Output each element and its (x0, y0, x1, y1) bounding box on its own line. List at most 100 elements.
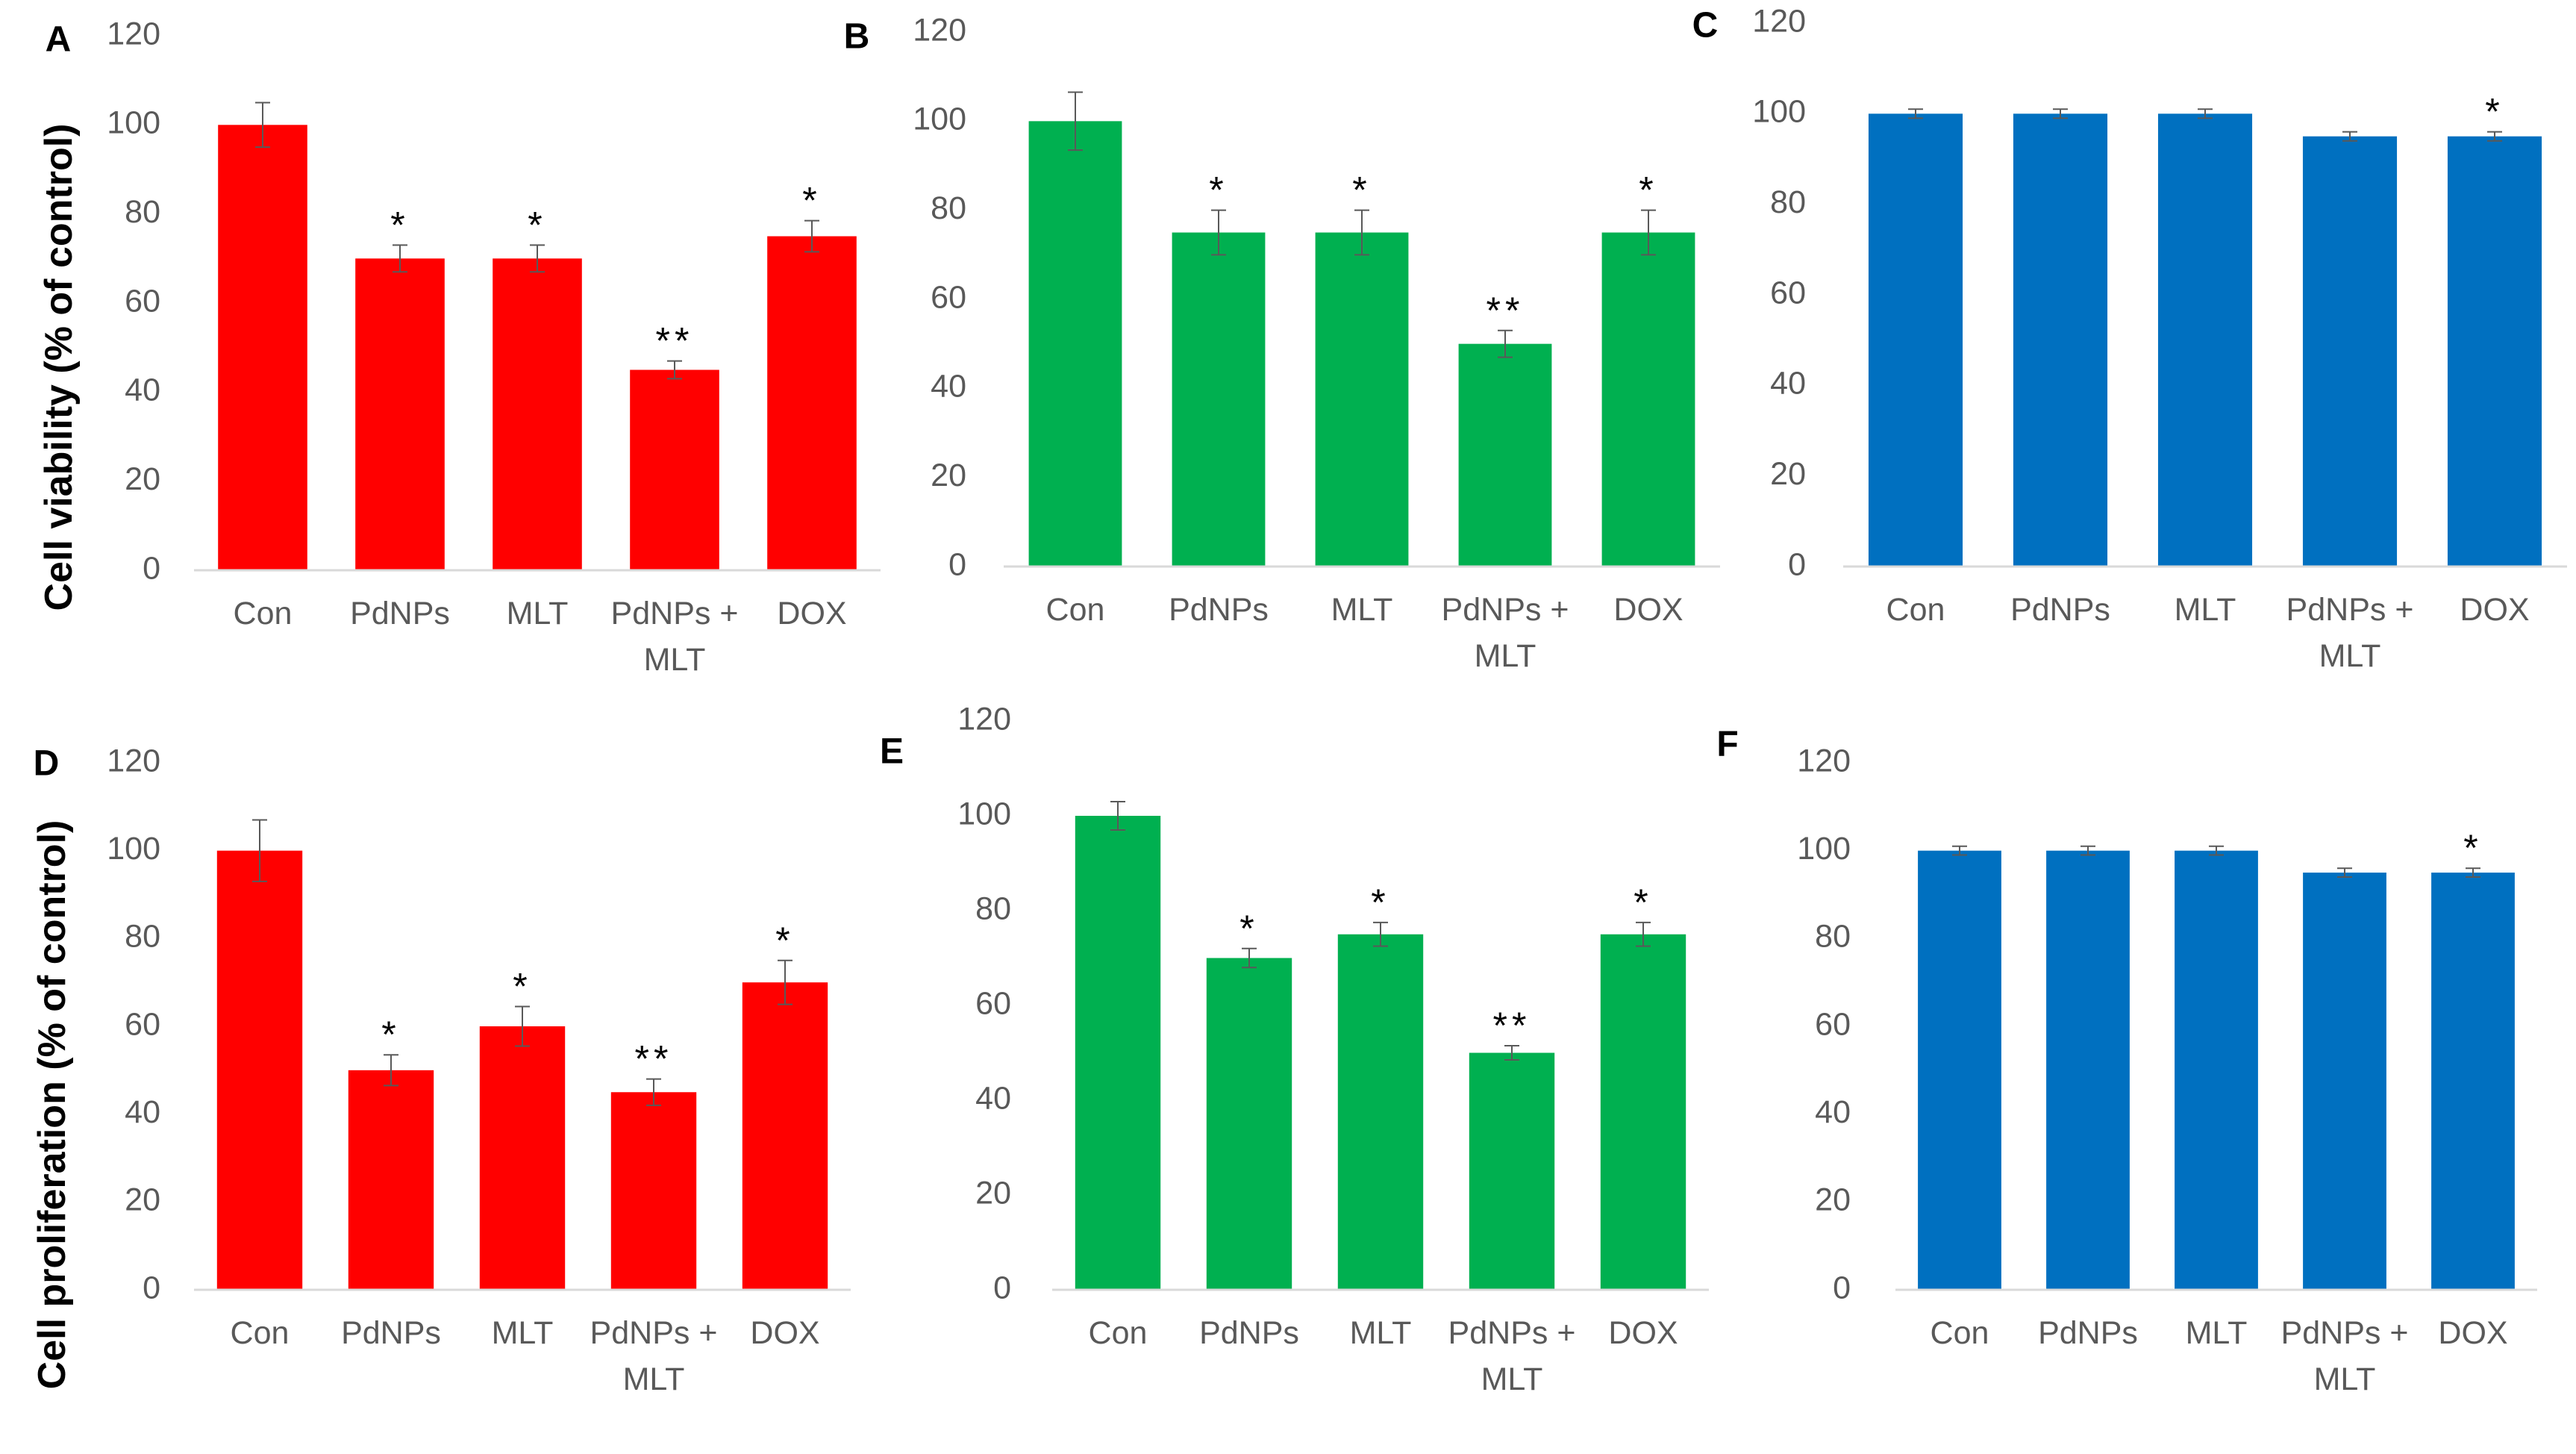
x-tick-label: Con (1046, 592, 1105, 628)
x-tick-label: MLT (2186, 1315, 2248, 1351)
significance-marker: * (1639, 169, 1657, 211)
y-tick-label: 80 (125, 194, 160, 230)
significance-marker: ** (635, 1038, 673, 1080)
y-tick-label: 0 (993, 1270, 1011, 1305)
x-tick-label: DOX (2438, 1315, 2507, 1351)
bar-mlt (2175, 850, 2258, 1290)
panel-label-f: F (1716, 725, 1738, 764)
bar-pdnps (355, 258, 445, 570)
x-tick-label: PdNPs (2038, 1315, 2138, 1351)
bar-pdnps-mlt (630, 369, 719, 570)
significance-marker: * (1371, 882, 1389, 923)
significance-marker: * (1239, 908, 1258, 949)
x-tick-label: MLT (623, 1361, 685, 1397)
x-tick-label: DOX (1613, 592, 1683, 628)
y-tick-label: 20 (975, 1175, 1011, 1211)
x-tick-label: Con (1886, 592, 1945, 628)
bar-pdnps (2046, 850, 2130, 1290)
x-tick-label: MLT (1475, 638, 1536, 674)
y-tick-label: 80 (931, 190, 966, 226)
x-tick-label: PdNPs (350, 596, 450, 631)
bar-dox (2431, 873, 2515, 1290)
x-tick-label: PdNPs + (2286, 592, 2414, 628)
significance-marker: * (1634, 882, 1652, 923)
y-tick-label: 100 (107, 831, 160, 867)
y-tick-label: 40 (975, 1080, 1011, 1116)
y-tick-label: 0 (1833, 1270, 1851, 1305)
panel-label-a: A (46, 20, 72, 60)
y-tick-label: 100 (913, 102, 966, 137)
bar-pdnps-mlt (2302, 136, 2398, 567)
significance-marker: * (775, 920, 794, 961)
bar-dox (767, 236, 857, 570)
x-tick-label: PdNPs + (611, 596, 739, 631)
y-tick-label: 40 (125, 372, 160, 408)
x-tick-label: PdNPs (341, 1315, 441, 1351)
x-tick-label: MLT (2314, 1361, 2376, 1397)
x-tick-label: Con (1931, 1315, 1989, 1351)
bar-dox (742, 982, 828, 1290)
y-tick-label: 40 (931, 369, 966, 405)
x-tick-label: MLT (507, 596, 569, 631)
bar-pdnps-mlt (1469, 1052, 1555, 1290)
chart-panel-e: E 0 20 40 60 80 100 120 Con * PdNPs * MLT ** PdNPs + ML… (880, 701, 1709, 1397)
x-tick-label: MLT (644, 642, 706, 678)
y-tick-label: 0 (1788, 546, 1806, 582)
significance-marker: * (528, 204, 546, 246)
bar-mlt (2157, 113, 2253, 567)
y-tick-label: 0 (143, 1270, 160, 1305)
x-tick-label: MLT (2175, 592, 2236, 628)
bar-pdnps (1172, 232, 1266, 567)
y-tick-label: 80 (1770, 184, 1806, 220)
bar-con (1075, 816, 1161, 1290)
y-axis-title-viability: Cell viability (% of control) (37, 124, 81, 611)
y-tick-label: 80 (975, 890, 1011, 926)
significance-marker: ** (1493, 1005, 1531, 1046)
panel-label-c: C (1692, 6, 1719, 46)
significance-marker: * (802, 180, 821, 222)
y-tick-label: 40 (125, 1094, 160, 1130)
x-tick-label: MLT (1350, 1315, 1412, 1351)
y-tick-label: 60 (125, 283, 160, 319)
y-tick-label: 120 (957, 701, 1011, 737)
x-tick-label: PdNPs (1169, 592, 1269, 628)
x-tick-label: Con (234, 596, 293, 631)
y-tick-label: 60 (1770, 275, 1806, 311)
significance-marker: ** (656, 320, 694, 362)
x-tick-label: PdNPs + (590, 1315, 718, 1351)
significance-marker: * (2485, 91, 2504, 133)
x-tick-label: PdNPs (1199, 1315, 1299, 1351)
x-tick-label: PdNPs + (2281, 1315, 2409, 1351)
bar-con (1918, 850, 2001, 1290)
bar-dox (1601, 232, 1695, 567)
y-tick-label: 100 (957, 796, 1011, 831)
x-tick-label: DOX (1608, 1315, 1678, 1351)
y-tick-label: 100 (1752, 94, 1806, 130)
chart-panel-d: D 0 20 40 60 80 100 120 Con * PdNPs * MLT ** PdNPs + ML… (34, 743, 851, 1397)
x-tick-label: DOX (777, 596, 846, 631)
y-tick-label: 40 (1770, 366, 1806, 402)
bar-pdnps-mlt (2303, 873, 2386, 1290)
significance-marker: * (2463, 827, 2482, 869)
y-tick-label: 120 (1752, 3, 1806, 39)
bar-mlt (1315, 232, 1409, 567)
bar-mlt (493, 258, 582, 570)
y-tick-label: 20 (125, 461, 160, 497)
significance-marker: * (513, 966, 531, 1008)
y-tick-label: 100 (107, 105, 160, 141)
x-tick-label: Con (1089, 1315, 1148, 1351)
chart-panel-b: B 0 20 40 60 80 100 120 Con * PdNPs * MLT ** PdNPs + ML… (844, 12, 1720, 674)
chart-panel-a: A 0 20 40 60 80 100 120 Con * PdNPs * MLT ** PdNPs + ML… (46, 16, 881, 678)
significance-marker: * (390, 204, 409, 246)
y-tick-label: 0 (948, 546, 966, 582)
chart-panel-f: F 0 20 40 60 80 100 120 Con PdNPs MLT PdNPs + MLT * DO… (1716, 725, 2537, 1397)
bar-mlt (479, 1026, 566, 1290)
panel-label-e: E (880, 732, 904, 772)
chart-panel-c: C 0 20 40 60 80 100 120 Con PdNPs MLT PdNPs + MLT * DO… (1692, 3, 2567, 674)
y-tick-label: 120 (107, 16, 160, 52)
bar-con (1868, 113, 1963, 567)
y-tick-label: 20 (931, 458, 966, 493)
y-tick-label: 20 (125, 1182, 160, 1218)
y-tick-label: 60 (975, 985, 1011, 1021)
x-tick-label: MLT (1481, 1361, 1543, 1397)
